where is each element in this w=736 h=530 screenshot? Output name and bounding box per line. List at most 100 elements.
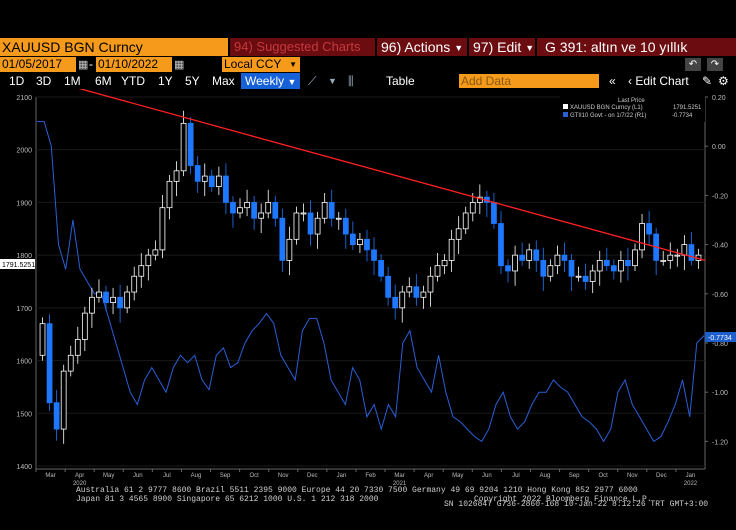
candle-body (526, 249, 533, 261)
left-tick-label: 1900 (16, 200, 32, 207)
candle-body (117, 296, 123, 309)
candle-body (667, 254, 674, 261)
x-tick-label: Sep (569, 473, 580, 479)
x-tick-label: Aug (540, 473, 551, 479)
right-tick-label: 0.00 (712, 144, 726, 151)
footer-copyright: Copyright 2022 Bloomberg Finance L.P. (474, 495, 652, 504)
undo-icon[interactable]: ↶ (685, 58, 701, 71)
chevron-down-icon: ▼ (287, 77, 297, 87)
x-tick-label: Oct (249, 473, 259, 479)
candle-body (533, 249, 540, 261)
x-tick-label: May (103, 473, 114, 479)
edit-chart-label: Edit Chart (635, 74, 689, 88)
candle-body (230, 202, 236, 214)
left-tick-label: 1700 (16, 306, 32, 313)
x-axis: Mar Apr May Jun Jul Aug Sep Oct Nov Dec Jan Feb Mar A… (35, 469, 698, 487)
calendar-icon[interactable]: ▦ (78, 59, 89, 71)
period-1m[interactable]: 1M (64, 74, 81, 88)
currency-label: Local CCY (224, 57, 282, 71)
right-last-label: -0.7734 (708, 335, 732, 342)
candle-body (145, 254, 152, 267)
candle-body (554, 254, 561, 267)
candle-chart-icon[interactable]: ⫼ (348, 74, 354, 88)
candle-body (81, 312, 88, 340)
end-date-field[interactable]: 01/10/2022 (96, 57, 172, 72)
candle-body (399, 291, 406, 309)
left-tick-label: 1400 (16, 464, 32, 471)
candle-body (187, 122, 194, 166)
candle-body (575, 275, 582, 278)
x-tick-label: Aug (191, 473, 202, 479)
candle-body (173, 170, 180, 182)
candle-body (258, 212, 265, 219)
actions-menu[interactable]: 96) Actions ▼ (377, 38, 467, 56)
candle-body (39, 323, 46, 356)
add-data-input[interactable]: Add Data (459, 74, 599, 88)
candle-body (89, 296, 95, 314)
redo-icon[interactable]: ↷ (707, 58, 723, 71)
candle-body (223, 175, 229, 203)
x-tick-label: Feb (365, 473, 376, 479)
period-3d[interactable]: 3D (36, 74, 52, 88)
candle-body (568, 260, 575, 277)
period-1y[interactable]: 1Y (158, 74, 173, 88)
candle-body (491, 202, 497, 224)
period-ytd[interactable]: YTD (121, 74, 145, 88)
candle-body (646, 223, 652, 235)
start-date-field[interactable]: 01/05/2017 (0, 57, 76, 72)
candle-body (307, 212, 314, 235)
x-tick-label: Dec (307, 473, 318, 479)
legend-swatch-gold (563, 104, 568, 109)
calendar-icon[interactable]: ▦ (174, 59, 185, 71)
chevron-down-icon: ▼ (454, 43, 464, 53)
candle-body (342, 217, 349, 235)
line-chart-icon[interactable]: ⟋ (308, 74, 317, 88)
frequency-select[interactable]: Weekly ▼ (241, 73, 301, 89)
trendline (78, 89, 706, 262)
period-6m[interactable]: 6M (95, 74, 112, 88)
candle-body (286, 238, 293, 261)
candle-body (547, 265, 554, 277)
edit-menu[interactable]: 97) Edit ▼ (469, 38, 535, 56)
chart-title[interactable]: G 391: altın ve 10 yıllık (537, 38, 736, 56)
candle-body (371, 249, 377, 261)
candle-body (328, 202, 335, 219)
left-tick-label: 2100 (16, 95, 32, 102)
table-button[interactable]: Table (386, 74, 415, 88)
suggested-charts-button[interactable]: 94) Suggested Charts (230, 38, 375, 56)
candle-body (378, 260, 384, 277)
candle-body (357, 238, 363, 245)
candle-body (561, 254, 568, 261)
candle-body (434, 265, 441, 277)
period-1d[interactable]: 1D (9, 74, 25, 88)
gear-icon[interactable]: ⚙ (718, 74, 729, 88)
price-chart[interactable]: 1400 1500 1600 1700 1800 1900 2000 2100 0.20 0.0… (0, 89, 736, 489)
right-tick-label: -1.20 (712, 439, 728, 446)
candle-body (314, 217, 321, 235)
x-tick-label: Dec (656, 473, 667, 479)
candle-body (498, 223, 504, 267)
pencil-icon[interactable]: ✎ (702, 74, 713, 88)
period-5y[interactable]: 5Y (185, 74, 200, 88)
candle-body (639, 223, 645, 251)
right-tick-label: 0.20 (712, 95, 726, 102)
candle-body (74, 339, 81, 356)
right-tick-label: -0.80 (712, 341, 728, 348)
candle-body (46, 323, 53, 404)
right-tick-label: -1.00 (712, 390, 728, 397)
candle-body (300, 212, 307, 215)
period-max[interactable]: Max (212, 74, 235, 88)
candle-body (610, 265, 617, 272)
edit-chart-button[interactable]: ‹ Edit Chart (628, 73, 689, 89)
chevron-down-icon[interactable]: ▼ (328, 76, 337, 86)
candle-body (103, 291, 109, 303)
collapse-left-icon[interactable]: « (609, 74, 616, 88)
currency-select[interactable]: Local CCY ▼ (222, 57, 300, 72)
candle-body (131, 275, 138, 293)
candle-body (272, 202, 279, 219)
candle-body (392, 296, 399, 309)
candle-body (194, 165, 201, 182)
security-field[interactable]: XAUUSD BGN Curncy (0, 38, 228, 56)
edit-label: 97) Edit (473, 39, 522, 55)
frequency-label: Weekly (245, 74, 285, 88)
